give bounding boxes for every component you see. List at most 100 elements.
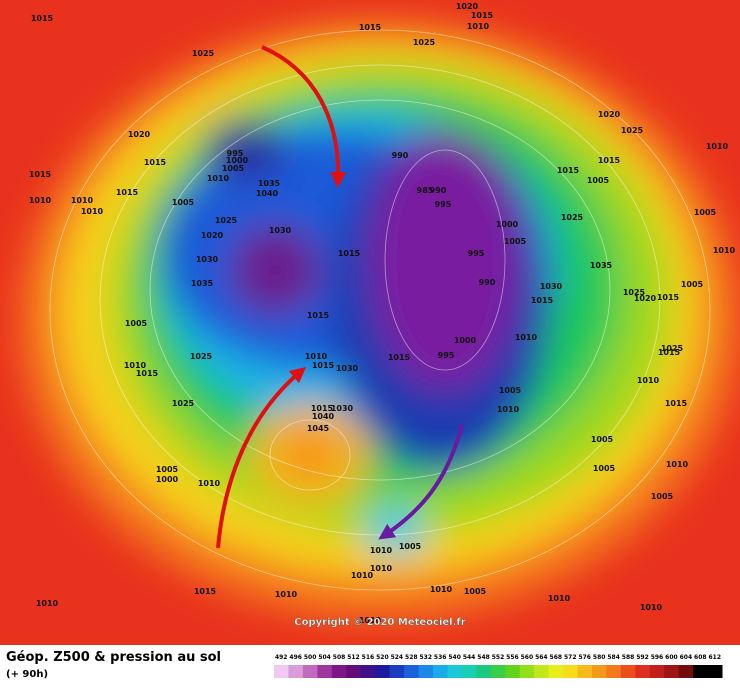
red-arrow [261, 45, 347, 188]
isobar-label: 995 [227, 149, 244, 158]
legend-swatch [693, 665, 709, 678]
legend-tick: 540 [448, 654, 461, 661]
isobar-label: 1010 [351, 571, 374, 580]
legend-swatch [591, 665, 607, 678]
isobar-label: 1005 [694, 208, 717, 217]
isobar-label: 1045 [307, 424, 330, 433]
legend-tick: 572 [564, 654, 577, 661]
map-background: 1015102010151010101510251025102010151015… [0, 0, 740, 645]
isobar-label: 1000 [156, 475, 179, 484]
legend-tick: 492 [275, 654, 288, 661]
isobar-label: 990 [392, 151, 409, 160]
isobar-label: 1005 [587, 176, 610, 185]
legend-swatch [707, 665, 723, 678]
isobar-label: 1005 [125, 319, 148, 328]
isobar-label: 1005 [504, 237, 527, 246]
isobar-label: 1010 [370, 546, 393, 555]
isobar-label: 1005 [593, 464, 616, 473]
isobar-label: 1010 [666, 460, 689, 469]
isobar-label: 1005 [156, 465, 179, 474]
isobar-label: 1015 [658, 348, 681, 357]
isobar-label: 1005 [222, 164, 245, 173]
legend-swatch [476, 665, 492, 678]
legend-tick: 536 [434, 654, 447, 661]
isobar-label: 1005 [464, 587, 487, 596]
isobar-label: 1035 [590, 261, 613, 270]
isobar-label: 995 [435, 200, 452, 209]
isobar-label: 1015 [311, 404, 334, 413]
isobar-label: 1035 [191, 279, 214, 288]
legend-swatch [274, 665, 289, 678]
legend-tick: 600 [665, 654, 678, 661]
legend-swatch [389, 665, 405, 678]
isobar-label: 995 [468, 249, 485, 258]
isobar-label: 1010 [29, 196, 52, 205]
isobar-label: 1015 [359, 23, 382, 32]
legend-tick: 568 [550, 654, 563, 661]
isobar-label: 1010 [637, 376, 660, 385]
isobar-label: 1010 [275, 590, 298, 599]
isobar-label: 990 [430, 186, 447, 195]
isobar-label: 1015 [136, 369, 159, 378]
isobar-label: 1010 [198, 479, 221, 488]
legend-tick: 524 [391, 654, 404, 661]
legend-tick: 532 [419, 654, 432, 661]
isobar-label: 1005 [172, 198, 195, 207]
isobar-label: 1025 [661, 344, 684, 353]
isobar-label: 1015 [665, 399, 688, 408]
isobar-label: 1025 [190, 352, 213, 361]
isobar-label: 1020 [456, 2, 479, 11]
legend-swatch [664, 665, 680, 678]
legend-swatch [649, 665, 665, 678]
legend-tick: 584 [607, 654, 620, 661]
legend-tick: 548 [477, 654, 490, 661]
legend-tick: 544 [463, 654, 476, 661]
legend-swatch [678, 665, 694, 678]
copyright: Copyright © 2020 Meteociel.fr [294, 617, 465, 628]
legend-swatch [563, 665, 578, 678]
isobar-label: 1020 [128, 130, 151, 139]
isobar-label: 1010 [515, 333, 538, 342]
isobar-label: 1000 [226, 156, 249, 165]
isobar-label: 1015 [116, 188, 139, 197]
isobar-label: 1015 [31, 14, 54, 23]
isobar-label: 1015 [338, 249, 361, 258]
legend-tick: 596 [651, 654, 664, 661]
isobar-label: 1015 [388, 353, 411, 362]
legend-swatch [606, 665, 622, 678]
legend-swatch [317, 665, 333, 678]
isobar-label: 1025 [172, 399, 195, 408]
legend-tick: 564 [535, 654, 548, 661]
isobar-label: 1035 [258, 179, 281, 188]
isobar-label: 990 [479, 278, 496, 287]
isobar-label: 1015 [531, 296, 554, 305]
isobar-label: 1005 [399, 542, 422, 551]
isobar-label: 1015 [307, 311, 330, 320]
legend-swatch [534, 665, 550, 678]
isobar-label: 1015 [657, 293, 680, 302]
legend-swatch [418, 665, 434, 678]
isobar-label: 1025 [561, 213, 584, 222]
isobar-label: 1030 [269, 226, 292, 235]
isobar-label: 1010 [706, 142, 729, 151]
legend-swatch [620, 665, 636, 678]
legend-tick: 556 [506, 654, 519, 661]
isobar-label: 1030 [331, 404, 354, 413]
isobar-label: 1005 [681, 280, 704, 289]
isobar-label: 1015 [557, 166, 580, 175]
isobar-label: 1010 [305, 352, 328, 361]
isobar-label: 1040 [312, 412, 335, 421]
isobar-label: 1015 [29, 170, 52, 179]
isobar-label: 1010 [81, 207, 104, 216]
legend-swatch [490, 665, 506, 678]
legend-swatch [548, 665, 564, 678]
isobar-label: 1025 [413, 38, 436, 47]
legend-swatch [461, 665, 477, 678]
isobar-label: 1030 [336, 364, 359, 373]
legend-swatch [302, 665, 318, 678]
isobar-label: 1040 [256, 189, 279, 198]
isobar-label: 1010 [207, 174, 230, 183]
legend-swatch [577, 665, 593, 678]
